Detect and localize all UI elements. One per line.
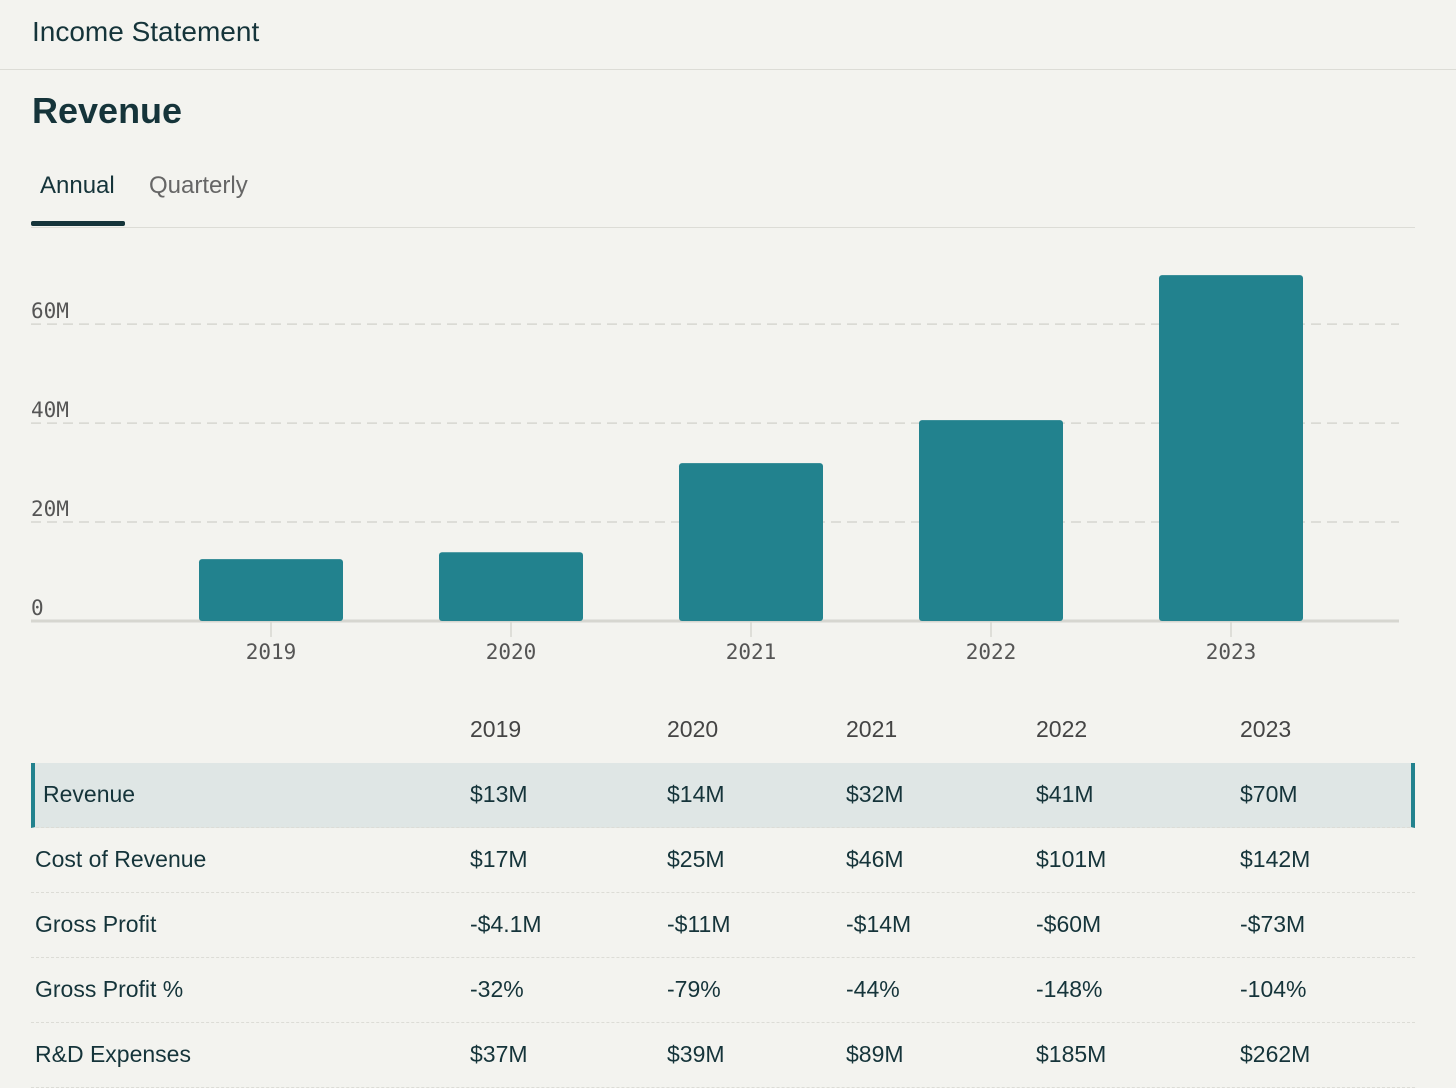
section-title: Revenue [32, 90, 183, 131]
column-header: 2023 [1240, 716, 1292, 742]
tab[interactable]: Annual [40, 172, 115, 199]
bar [199, 559, 343, 621]
table-row[interactable] [31, 763, 1415, 828]
column-header: 2022 [1036, 716, 1088, 742]
bar [1159, 275, 1303, 621]
bar [919, 420, 1063, 621]
table-row[interactable] [31, 958, 1415, 1023]
row-label: R&D Expenses [35, 1041, 191, 1067]
y-tick-label: 60M [31, 299, 69, 323]
table-cell: -$14M [846, 911, 912, 937]
x-tick-label: 2023 [1206, 640, 1257, 664]
table-cell: -$11M [667, 911, 731, 937]
row-label: Revenue [43, 781, 136, 807]
table-row[interactable] [31, 828, 1415, 893]
column-header: 2020 [667, 716, 719, 742]
x-tick-label: 2021 [726, 640, 777, 664]
x-tick-label: 2020 [486, 640, 537, 664]
tab-divider [31, 227, 1415, 228]
table-row[interactable] [31, 893, 1415, 958]
table-cell: $32M [846, 781, 904, 807]
table-cell: -44% [846, 976, 900, 1002]
table-cell: -$4.1M [470, 911, 542, 937]
column-header: 2021 [846, 716, 898, 742]
table-cell: $17M [470, 846, 528, 872]
bar [439, 552, 583, 621]
row-label: Gross Profit % [35, 976, 184, 1002]
header-bar [0, 0, 1456, 70]
tab[interactable]: Quarterly [149, 172, 248, 199]
table-cell: $14M [667, 781, 725, 807]
table-cell: $13M [470, 781, 528, 807]
y-tick-label: 40M [31, 398, 69, 422]
table-cell: $262M [1240, 1041, 1311, 1067]
row-label: Gross Profit [35, 911, 157, 937]
table-cell: -32% [470, 976, 524, 1002]
table-cell: $41M [1036, 781, 1094, 807]
table-cell: -148% [1036, 976, 1103, 1002]
y-tick-label: 20M [31, 497, 69, 521]
table-cell: -104% [1240, 976, 1307, 1002]
x-tick-label: 2022 [966, 640, 1017, 664]
table-cell: $39M [667, 1041, 725, 1067]
x-tick-label: 2019 [246, 640, 297, 664]
bar [679, 463, 823, 621]
table-cell: $142M [1240, 846, 1311, 872]
row-label: Cost of Revenue [35, 846, 207, 872]
table-cell: -$60M [1036, 911, 1102, 937]
y-tick-label: 0 [31, 596, 44, 620]
table-cell: -79% [667, 976, 721, 1002]
header-title: Income Statement [32, 16, 260, 47]
table-cell: $101M [1036, 846, 1107, 872]
table-cell: $37M [470, 1041, 528, 1067]
table-cell: $185M [1036, 1041, 1107, 1067]
table-cell: $25M [667, 846, 725, 872]
tab-underline [31, 221, 125, 226]
chart: 0 20M 40M 60M 2019 2020 2021 2022 2023 [31, 275, 1399, 664]
table-cell: $70M [1240, 781, 1298, 807]
table-cell: $46M [846, 846, 904, 872]
table-cell: -$73M [1240, 911, 1306, 937]
table-cell: $89M [846, 1041, 904, 1067]
column-header: 2019 [470, 716, 522, 742]
